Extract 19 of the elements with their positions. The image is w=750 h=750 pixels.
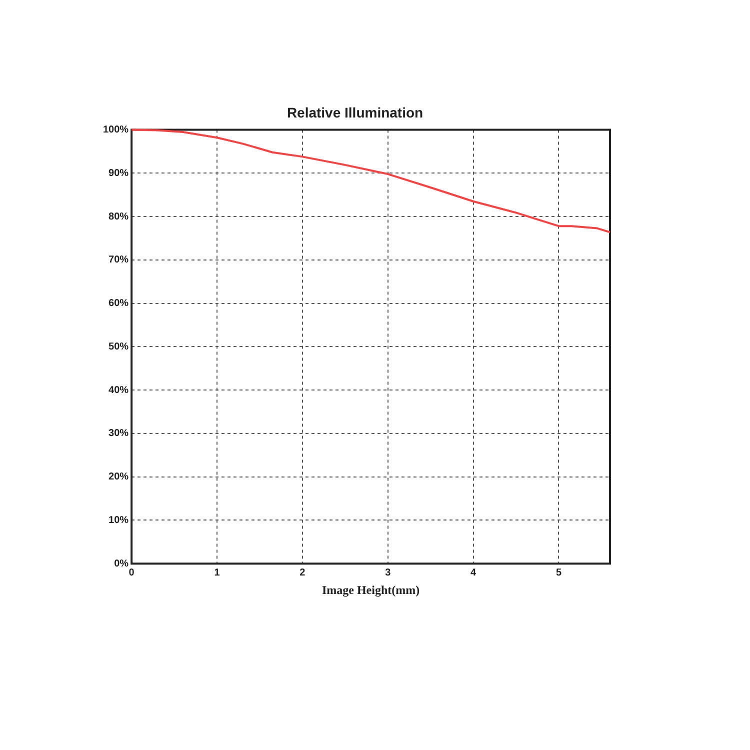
y-tick-label: 30% bbox=[108, 428, 129, 440]
y-tick-label: 40% bbox=[108, 384, 129, 396]
y-tick-label: 0% bbox=[114, 558, 129, 570]
x-tick-label: 3 bbox=[385, 567, 392, 578]
y-tick-label: 20% bbox=[108, 472, 129, 483]
y-tick-label: 70% bbox=[108, 254, 129, 266]
y-tick-label: 10% bbox=[108, 514, 129, 526]
y-tick-label: 60% bbox=[108, 298, 129, 310]
x-axis-title: Image Height(mm) bbox=[322, 582, 420, 597]
chart-title: Relative Illumination bbox=[286, 104, 424, 120]
y-tick-label: 80% bbox=[108, 211, 129, 222]
x-tick-label: 2 bbox=[300, 567, 306, 578]
y-tick-label: 100% bbox=[103, 124, 129, 136]
x-tick-label: 4 bbox=[470, 567, 477, 578]
y-tick-label: 90% bbox=[108, 168, 129, 179]
x-tick-label: 5 bbox=[556, 567, 562, 578]
y-tick-label: 50% bbox=[108, 341, 129, 352]
x-tick-label: 1 bbox=[214, 567, 220, 578]
x-tick-label: 0 bbox=[128, 567, 135, 578]
